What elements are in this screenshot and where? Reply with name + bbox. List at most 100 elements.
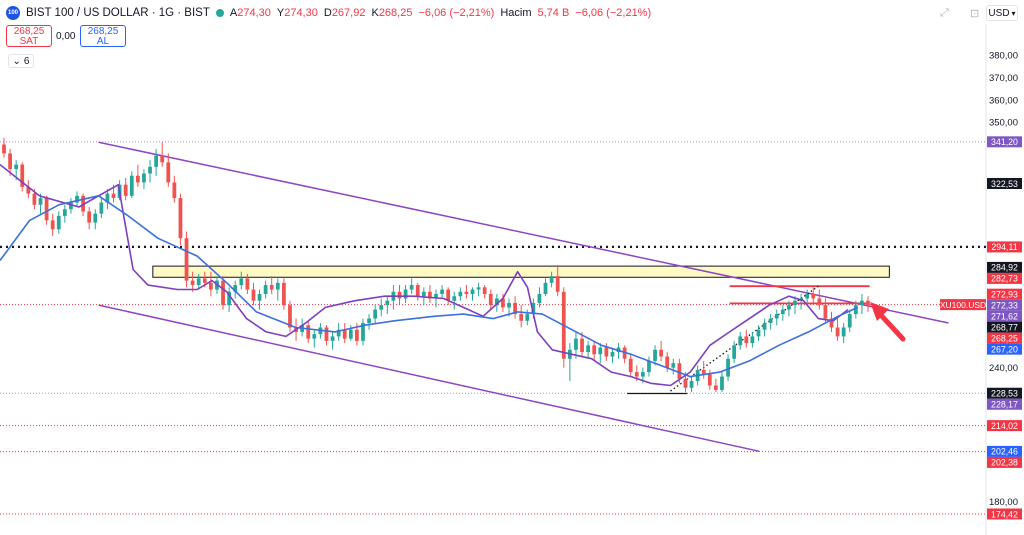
- price-label-text: 294,11: [991, 242, 1017, 252]
- buy-button[interactable]: 268,25 AL: [80, 25, 126, 47]
- candle-body: [8, 153, 12, 170]
- candle-body: [647, 360, 651, 373]
- indicators-count: 6: [23, 55, 30, 67]
- candle-body: [847, 314, 852, 328]
- legend-dot-icon: [215, 9, 224, 17]
- sell-button[interactable]: 268,25 SAT: [6, 25, 52, 47]
- price-label-tag: [987, 321, 1022, 333]
- price-label-tag: [987, 299, 1022, 311]
- candle-body: [239, 278, 244, 286]
- candle-body: [129, 175, 134, 196]
- candle-body: [154, 155, 158, 167]
- candle-body: [756, 329, 761, 337]
- candle-body: [440, 289, 444, 295]
- price-label-tag: [987, 343, 1022, 355]
- candle-body: [482, 287, 487, 295]
- candle-body: [166, 162, 171, 183]
- annotation-arrow: [876, 310, 906, 342]
- ma-slow-line[interactable]: [0, 195, 859, 378]
- candle-body: [330, 336, 335, 341]
- resistance-zone[interactable]: [152, 265, 890, 278]
- candle-body: [135, 175, 140, 183]
- currency-selector[interactable]: USD ▾: [986, 5, 1018, 21]
- price-label-text: 268,77: [991, 322, 1018, 332]
- indicators-toggle-button[interactable]: ⌄ 6: [8, 54, 34, 68]
- candle-body: [227, 291, 232, 306]
- candle-body: [543, 282, 548, 295]
- candle-body: [780, 309, 785, 315]
- candle-body: [263, 285, 268, 295]
- ma-fast-line[interactable]: [0, 163, 849, 387]
- price-tick-label: 240,00: [989, 363, 1018, 374]
- candle-body: [452, 296, 457, 301]
- candle-body: [671, 363, 676, 368]
- candle-body: [202, 278, 207, 283]
- chevron-down-icon: ⌄: [12, 55, 21, 67]
- candle-body: [324, 327, 329, 341]
- price-label-tag: [987, 310, 1022, 322]
- price-label-text: 228,53: [991, 389, 1018, 399]
- candle-body: [2, 144, 6, 154]
- candle-body: [494, 298, 499, 306]
- candle-body: [81, 195, 85, 212]
- candle-body: [610, 352, 615, 357]
- price-label-tag: [987, 288, 1022, 300]
- sell-label: SAT: [19, 36, 39, 47]
- sell-price: 268,25: [13, 26, 45, 37]
- price-label-text: 282,73: [991, 274, 1018, 284]
- candle-body: [835, 327, 840, 337]
- candle-body: [665, 356, 670, 368]
- ohlc-high: Y274,30: [276, 7, 318, 19]
- buy-label: AL: [96, 36, 110, 47]
- price-label-tag: [987, 420, 1022, 432]
- arrow-head-icon: [870, 302, 889, 321]
- candle-body: [355, 329, 359, 341]
- candle-body: [367, 318, 371, 324]
- candle-body: [853, 305, 858, 315]
- candle-body: [598, 347, 603, 355]
- candle-body: [415, 285, 420, 297]
- candle-body: [787, 305, 791, 310]
- spread-value: 0,00: [56, 31, 76, 42]
- candle-body: [501, 298, 505, 308]
- price-label-text: 202,46: [991, 447, 1018, 457]
- symbol-title[interactable]: BIST 100 / US DOLLAR · 1G · BIST: [26, 7, 210, 19]
- candle-body: [659, 349, 664, 357]
- candle-body: [817, 298, 822, 306]
- candle-body: [50, 220, 55, 230]
- price-label-tag: [987, 272, 1022, 284]
- maximize-icon[interactable]: ⤢: [940, 7, 949, 19]
- bist-logo-icon: 100: [6, 6, 20, 20]
- price-label-text: 174,42: [991, 509, 1018, 519]
- price-label-text: 271,62: [991, 311, 1018, 321]
- candle-body: [683, 378, 688, 388]
- candle-body: [866, 300, 870, 306]
- candle-body: [634, 372, 639, 377]
- candle-body: [714, 385, 718, 390]
- channel-upper-line[interactable]: [98, 141, 949, 324]
- candle-body: [142, 173, 146, 183]
- candle-body: [306, 325, 311, 339]
- candle-body: [470, 289, 475, 295]
- candle-body: [56, 215, 61, 230]
- channel-lower-line[interactable]: [98, 304, 760, 453]
- candle-body: [26, 186, 31, 194]
- candle-body: [409, 285, 414, 290]
- candle-body: [531, 302, 536, 315]
- candle-body: [373, 309, 378, 319]
- candle-body: [20, 164, 25, 187]
- camera-icon[interactable]: ⊡: [970, 8, 980, 20]
- candle-body: [434, 294, 438, 299]
- symbol-tag-text: XU100.USD: [940, 300, 986, 310]
- candle-body: [93, 213, 98, 223]
- price-label-tag: [987, 456, 1022, 468]
- candle-body: [476, 287, 481, 290]
- price-label-tag: [987, 387, 1022, 399]
- candle-body: [750, 336, 755, 344]
- candle-body: [282, 282, 286, 306]
- candle-body: [732, 345, 737, 359]
- volume-change: −6,06 (−2,21%): [575, 7, 652, 19]
- price-label-tag: [987, 261, 1022, 273]
- candle-body: [580, 338, 584, 353]
